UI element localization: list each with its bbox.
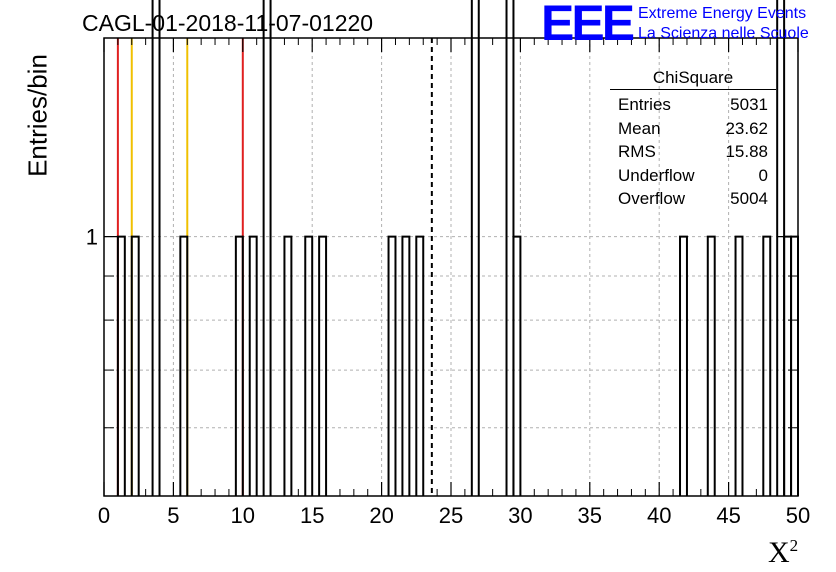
histogram-bin (470, 0, 480, 496)
y-axis-label: Entries/bin (22, 54, 53, 177)
x-tick-label: 0 (98, 503, 110, 528)
x-tick-label: 20 (369, 503, 393, 528)
histogram-bin (283, 235, 293, 496)
x-axis-label: X2 (768, 536, 799, 569)
histogram-bin (304, 235, 314, 496)
logo-line-1: Extreme Energy Events (638, 5, 807, 22)
stats-row-underflow: Underflow 0 (618, 165, 768, 185)
stats-row-overflow: Overflow 5004 (618, 189, 768, 208)
stats-row-rms: RMS 15.88 (618, 142, 768, 161)
x-tick-label: 45 (716, 503, 740, 528)
histogram-bin (248, 235, 258, 496)
histogram-bin (512, 235, 522, 496)
histogram-bin (734, 235, 744, 496)
y-tick-label: 1 (86, 225, 98, 250)
histogram-bin (318, 235, 328, 496)
logo-line-2: La Scienza nelle Scuole (638, 25, 809, 42)
stats-row-mean: Mean 23.62 (618, 118, 768, 138)
histogram-bin (679, 235, 688, 496)
x-tick-label: 35 (578, 503, 602, 528)
chart-title: CAGL-01-2018-11-07-01220 (82, 10, 374, 36)
x-tick-label: 25 (439, 503, 463, 528)
stats-row-entries: Entries 5031 (618, 95, 768, 114)
histogram-bin (762, 235, 772, 496)
histogram-bin (179, 235, 189, 496)
histogram-bin (234, 235, 244, 496)
x-tick-label: 15 (300, 503, 324, 528)
stats-title: ChiSquare (610, 68, 776, 90)
x-tick-label: 50 (786, 503, 810, 528)
histogram-bin (130, 235, 140, 496)
histogram-bin (706, 235, 716, 496)
histogram-bin (387, 235, 397, 496)
histogram-bin (415, 235, 425, 496)
x-tick-label: 10 (231, 503, 255, 528)
histogram-bin (262, 0, 272, 496)
x-tick-label: 40 (647, 503, 671, 528)
histogram-bin (151, 0, 161, 496)
eee-logo: EEE (541, 0, 635, 51)
x-tick-label: 30 (508, 503, 532, 528)
stats-box: ChiSquare Entries 5031 Mean 23.62 RMS 15.88… (610, 68, 776, 211)
x-tick-label: 5 (167, 503, 179, 528)
histogram-bin (401, 235, 411, 496)
